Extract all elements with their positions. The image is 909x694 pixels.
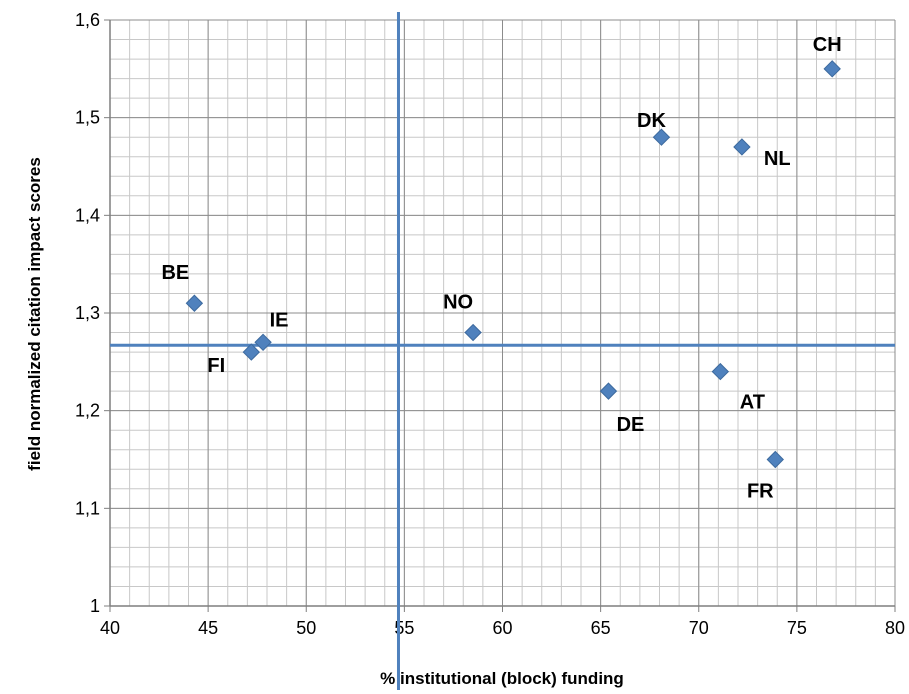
point-label-ie: IE	[270, 309, 289, 331]
y-tick-label: 1	[90, 596, 100, 616]
point-de	[599, 382, 618, 400]
point-label-dk: DK	[637, 110, 666, 132]
point-label-nl: NL	[764, 148, 791, 170]
data-points	[185, 60, 841, 469]
x-tick-label: 50	[296, 618, 316, 638]
axes	[104, 19, 896, 612]
point-label-ch: CH	[813, 34, 842, 56]
point-label-de: DE	[617, 414, 645, 436]
x-tick-label: 70	[689, 618, 709, 638]
point-fi	[242, 343, 261, 361]
point-labels: CH DK NL BE IE FI NO AT DE FR	[161, 34, 841, 503]
x-tick-label: 75	[787, 618, 807, 638]
point-label-no: NO	[443, 292, 473, 314]
y-tick-label: 1,6	[75, 10, 100, 30]
y-tick-label: 1,2	[75, 401, 100, 421]
point-ch	[823, 60, 841, 78]
point-nl	[733, 138, 751, 156]
x-tick-label: 40	[100, 618, 120, 638]
point-label-at: AT	[740, 392, 765, 414]
y-tick-label: 1,1	[75, 498, 100, 518]
y-tick-label: 1,5	[75, 108, 100, 128]
x-tick-labels: 40 45 50 55 60 65 70 75 80	[100, 618, 905, 638]
y-tick-label: 1,4	[75, 205, 100, 225]
y-tick-label: 1,3	[75, 303, 100, 323]
point-label-fi: FI	[207, 355, 225, 377]
point-dk	[652, 128, 671, 146]
x-tick-label: 65	[591, 618, 611, 638]
point-label-be: BE	[161, 262, 189, 284]
y-tick-labels: 1 1,1 1,2 1,3 1,4 1,5 1,6	[75, 10, 100, 616]
y-axis-title: field normalized citation impact scores	[25, 157, 44, 471]
point-ie	[254, 333, 272, 352]
x-tick-label: 45	[198, 618, 218, 638]
x-axis-title: % institutional (block) funding	[380, 669, 624, 688]
reference-lines	[110, 12, 895, 690]
point-be	[185, 294, 204, 312]
point-fr	[766, 450, 784, 469]
point-no	[464, 323, 482, 342]
point-label-fr: FR	[747, 481, 774, 503]
x-tick-label: 80	[885, 618, 905, 638]
point-at	[711, 362, 730, 381]
x-tick-label: 60	[492, 618, 512, 638]
